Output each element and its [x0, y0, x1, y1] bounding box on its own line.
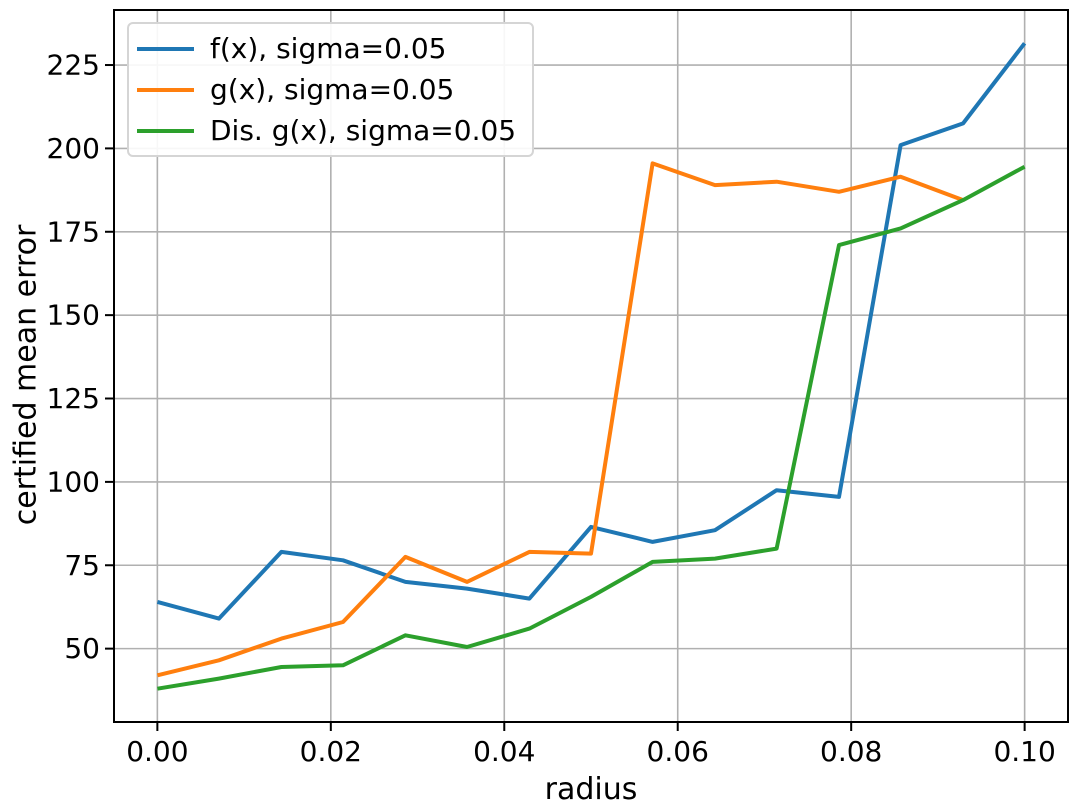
x-tick-label: 0.10 [993, 735, 1055, 768]
y-tick-label: 150 [47, 299, 100, 332]
line-series-1 [156, 161, 964, 678]
legend-line-swatch-1 [137, 87, 194, 92]
y-tick-label: 50 [64, 632, 100, 665]
axes-frame [113, 9, 1069, 723]
legend-label: f(x), sigma=0.05 [210, 32, 447, 65]
legend-item: f(x), sigma=0.05 [137, 28, 516, 69]
legend: f(x), sigma=0.05 g(x), sigma=0.05 Dis. g(x… [127, 22, 535, 157]
legend-line-swatch-2 [137, 128, 194, 133]
x-tick-label: 0.00 [126, 735, 188, 768]
y-tick-label: 200 [47, 132, 100, 165]
legend-item: g(x), sigma=0.05 [137, 69, 516, 110]
y-tick-label: 175 [47, 215, 100, 248]
legend-label: Dis. g(x), sigma=0.05 [210, 114, 517, 147]
y-tick-label: 100 [47, 465, 100, 498]
x-tick-label: 0.06 [647, 735, 709, 768]
x-tick-label: 0.04 [473, 735, 535, 768]
legend-line-swatch-0 [137, 46, 194, 51]
x-tick-label: 0.08 [820, 735, 882, 768]
x-axis-label: radius [544, 772, 638, 807]
y-axis-label: certified mean error [8, 224, 44, 526]
y-tick-label: 225 [47, 49, 100, 82]
line-series-0 [156, 42, 1027, 621]
legend-item: Dis. g(x), sigma=0.05 [137, 110, 516, 151]
line-series-2 [157, 164, 1026, 691]
x-tick-label: 0.02 [300, 735, 362, 768]
y-tick-label: 125 [47, 382, 100, 415]
y-tick-label: 75 [64, 549, 100, 582]
legend-label: g(x), sigma=0.05 [210, 73, 455, 106]
